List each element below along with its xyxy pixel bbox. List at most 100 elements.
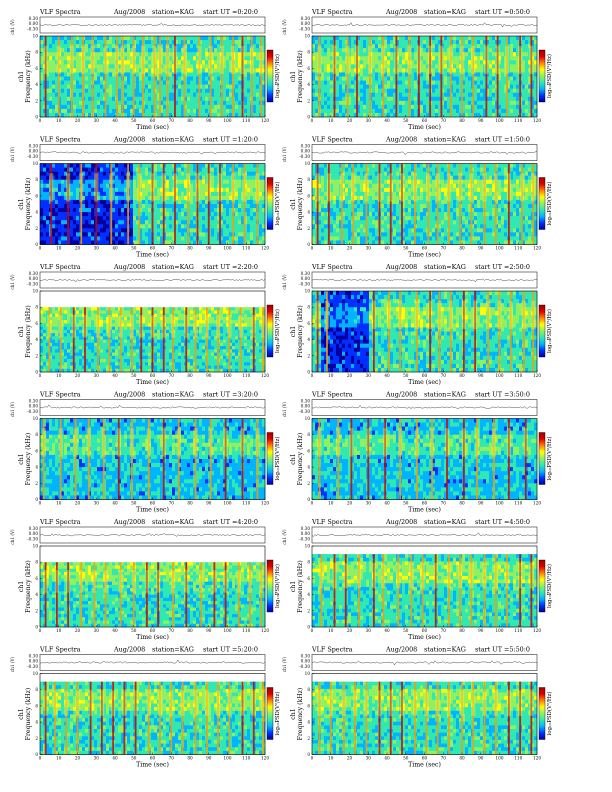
spectrogram-cell [157,224,161,229]
spectrogram-cell [223,112,227,118]
spectrogram-cell [262,179,266,185]
spectrogram-cell [510,80,514,85]
spectrogram-cell [468,96,472,102]
spectrogram-cell [64,104,68,110]
spectrogram-cell [55,64,59,69]
spectrogram-cell [124,220,128,225]
spectrogram-cell [160,40,164,45]
spectrogram-cell [64,92,68,98]
spectrogram-cell [64,195,68,201]
spectrogram-cell [312,104,316,110]
spectrogram-cell [178,224,182,229]
spectrogram-cell [73,56,77,61]
spectrogram-cell [196,56,200,61]
spectrogram-cell [318,240,322,245]
spectrogram-cell [145,68,149,73]
spectrogram-cell [402,48,406,53]
spectrogram-cell [130,100,134,106]
spectrogram-cell [193,104,197,110]
spectrogram-cell [235,60,239,65]
spectrogram-cell [118,56,122,61]
spectrogram-cell [85,175,89,180]
spectrogram-cell [528,96,532,102]
spectrogram-cell [40,36,44,41]
spectrogram-cell [321,191,325,197]
spectrogram-cell [321,112,325,118]
spectrogram-cell [453,60,457,65]
spectrogram-cell [112,68,116,73]
spectrogram-cell [112,179,116,185]
spectrogram-cell [333,191,337,197]
spectrogram-cell [426,56,430,61]
spectrogram-cell [432,64,436,69]
spectrogram-cell [217,171,221,176]
spectrogram-cell [151,104,155,110]
spectrogram-cell [61,204,65,209]
sferic-burst [115,36,118,117]
spectrogram-cell [205,72,209,77]
spectrogram-cell [94,68,98,73]
spectrogram-cell [315,80,319,85]
spectrogram-cell [199,76,203,81]
spectrogram-cell [154,212,158,217]
spectrogram-cell [58,228,62,233]
spectrogram-cell [399,72,403,77]
spectrogram-cell [55,163,59,168]
spectrogram-cell [52,96,56,102]
spectrogram-cell [435,80,439,85]
spectrogram-cell [139,175,143,180]
spectrogram-cell [169,179,173,185]
spectrogram-cell [160,68,164,73]
spectrogram-cell [169,64,173,69]
spectrogram-cell [208,44,212,49]
spectrogram-cell [360,100,364,106]
spectrogram-cell [438,56,442,61]
spectrogram-cell [160,92,164,98]
spectrogram-cell [40,212,44,217]
spectrogram-cell [61,167,65,172]
spectrogram-cell [100,187,104,193]
spectrogram-cell [148,76,152,81]
spectrogram-cell [76,167,80,172]
spectrogram-cell [501,72,505,77]
spectrogram-cell [55,104,59,110]
spectrogram-cell [217,64,221,69]
spectrogram-cell [229,224,233,229]
spectrogram-cell [112,224,116,229]
spectrogram-cell [507,88,511,93]
spectrogram-cell [516,68,520,73]
spectrogram-cell [148,228,152,233]
spectrogram-cell [133,183,137,189]
spectrogram-cell [127,40,131,45]
spectrogram-cell [498,40,502,45]
spectrogram-cell [58,175,62,180]
spectrogram-cell [106,60,110,65]
spectrogram-cell [58,64,62,69]
panel-date: Aug/2008 [113,8,145,16]
spectrogram-cell [366,88,370,93]
spectrogram-cell [52,183,56,189]
spectrogram-cell [244,191,248,197]
spectrogram-cell [238,44,242,49]
x-tick-label: 80 [459,118,465,123]
spectrogram-cell [247,171,251,176]
spectrogram-cell [480,68,484,73]
spectrogram-cell [420,36,424,41]
spectrogram-cell [211,236,215,241]
spectrogram-cell [91,191,95,197]
spectrogram-cell [139,72,143,77]
spectrogram-cell [106,240,110,245]
spectrogram-cell [85,224,89,229]
amplitude-strip-frame [39,144,266,161]
spectrogram-cell [354,60,358,65]
spectrogram-cell [103,224,107,229]
spectrogram-cell [208,96,212,102]
amplitude-tick-label: 0.30 [301,144,311,149]
sferic-burst-halo [367,45,373,75]
spectrogram-cell [43,112,47,118]
spectrogram-cell [375,80,379,85]
spectrogram-cell [507,40,511,45]
spectrogram-cell [208,112,212,118]
spectrogram-cell [504,64,508,69]
spectrogram-cell [184,187,188,193]
